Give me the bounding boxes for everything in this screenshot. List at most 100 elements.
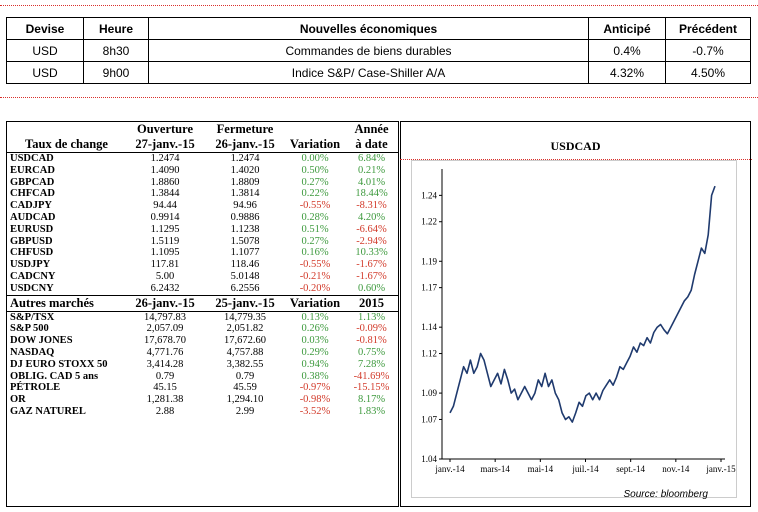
- instrument-name: USDJPY: [10, 259, 51, 271]
- change-value: 0.13%: [301, 311, 329, 323]
- price-value: 1.3844: [150, 188, 180, 200]
- news-cell: Indice S&P/ Case-Shiller A/A: [148, 61, 589, 84]
- price-value: 4,757.88: [226, 346, 264, 358]
- instrument-name: DOW JONES: [10, 335, 73, 347]
- change-value: 0.29%: [301, 346, 329, 358]
- change-value: -6.64%: [356, 223, 387, 235]
- usdcad-chart-panel: USDCAD 1.04 1.07 1.09 1.12 1.14 1.17 1.19 1.22 1…: [400, 121, 752, 507]
- instrument-name: S&P 500: [10, 323, 49, 335]
- price-value: 45.59: [233, 382, 257, 394]
- change-value: 0.00%: [301, 153, 329, 164]
- fx-row: CADJPY 94.44 94.96 -0.55% -8.31%: [7, 200, 398, 212]
- fx-row: EURCAD 1.4090 1.4020 0.50% 0.21%: [7, 165, 398, 177]
- price-value: 5.0148: [230, 270, 260, 282]
- change-value: 1.83%: [357, 405, 386, 417]
- y-tick-label: 1.09: [421, 388, 437, 398]
- instrument-name: GAZ NATUREL: [10, 405, 86, 417]
- price-value: 118.46: [230, 259, 260, 271]
- change-value: 4.01%: [357, 176, 386, 188]
- x-tick-label: nov.-14: [662, 464, 690, 474]
- y-tick-label: 1.24: [421, 190, 437, 200]
- change-value: -2.94%: [356, 235, 387, 247]
- price-value: 5.00: [155, 270, 175, 282]
- fx-row: AUDCAD 0.9914 0.9886 0.28% 4.20%: [7, 212, 398, 224]
- change-value: -8.31%: [356, 200, 387, 212]
- market-row: S&P/TSX 14,797.83 14,779.35 0.13% 1.13%: [7, 311, 398, 323]
- instrument-name: CADJPY: [10, 200, 52, 212]
- change-value: 0.28%: [301, 211, 329, 223]
- chart-source: Source: bloomberg: [623, 489, 709, 500]
- market-row: PÉTROLE 45.15 45.59 -0.97% -15.15%: [7, 382, 398, 394]
- change-value: -1.67%: [356, 259, 387, 271]
- fx-header-cell: 27-janv.-15: [125, 137, 205, 153]
- news-cell: 4.32%: [588, 61, 666, 84]
- x-tick-label: janv.-15: [705, 464, 736, 474]
- change-value: 0.27%: [301, 176, 329, 188]
- news-row: USD 9h00 Indice S&P/ Case-Shiller A/A 4.…: [6, 61, 751, 84]
- instrument-name: CHFCAD: [10, 188, 55, 200]
- price-value: 2.99: [235, 405, 255, 417]
- price-value: 17,672.60: [224, 335, 266, 347]
- market-row: S&P 500 2,057.09 2,051.82 0.26% -0.09%: [7, 323, 398, 335]
- news-cell: 8h30: [83, 39, 149, 62]
- fx-row: CHFCAD 1.3844 1.3814 0.22% 18.44%: [7, 188, 398, 200]
- price-value: 94.44: [153, 200, 177, 212]
- price-value: 17,678.70: [144, 335, 186, 347]
- fx-header-cell: Année: [354, 122, 389, 136]
- chart-separator: [400, 159, 752, 160]
- fx-row: CADCNY 5.00 5.0148 -0.21% -1.67%: [7, 271, 398, 283]
- instrument-name: USDCAD: [10, 153, 54, 164]
- change-value: 10.33%: [355, 247, 388, 259]
- price-value: 1.3814: [230, 188, 260, 200]
- change-value: -0.98%: [299, 394, 331, 406]
- price-value: 1.4020: [230, 164, 260, 176]
- change-value: 6.84%: [357, 153, 386, 164]
- fx-row: USDJPY 117.81 118.46 -0.55% -1.67%: [7, 259, 398, 271]
- x-tick-label: mai-14: [528, 464, 554, 474]
- change-value: 0.60%: [357, 282, 386, 294]
- price-value: 1,281.38: [146, 394, 184, 406]
- line-chart: 1.04 1.07 1.09 1.12 1.14 1.17 1.19 1.22 1.24 janv…: [421, 169, 736, 474]
- col-precedent: Précédent: [665, 17, 751, 40]
- price-value: 6.2432: [150, 282, 180, 294]
- change-value: -0.97%: [299, 382, 331, 394]
- price-value: 1.2474: [150, 153, 180, 164]
- col-heure: Heure: [83, 17, 149, 40]
- market-panel: Ouverture Fermeture Année Taux de change…: [6, 121, 399, 507]
- price-value: 1.8860: [150, 176, 180, 188]
- fx-header-cell: [285, 122, 345, 137]
- chart-title: USDCAD: [550, 139, 601, 153]
- change-value: 0.16%: [301, 247, 329, 259]
- market-row: NASDAQ 4,771.76 4,757.88 0.29% 0.75%: [7, 347, 398, 359]
- price-value: 0.79: [155, 370, 175, 382]
- change-value: 0.21%: [357, 164, 386, 176]
- instrument-name: CHFUSD: [10, 247, 54, 259]
- market-row: OBLIG. CAD 5 ans 0.79 0.79 0.38% -41.69%: [7, 371, 398, 383]
- price-value: 1.5078: [230, 235, 260, 247]
- col-anticipe: Anticipé: [588, 17, 666, 40]
- news-row: USD 8h30 Commandes de biens durables 0.4…: [6, 39, 751, 62]
- instrument-name: NASDAQ: [10, 346, 55, 358]
- fx-header-cell: 26-janv.-15: [205, 137, 285, 153]
- news-cell: -0.7%: [665, 39, 751, 62]
- price-value: 1.2474: [230, 153, 260, 164]
- change-value: -15.15%: [353, 382, 390, 394]
- fx-header-cell: [7, 122, 125, 137]
- fx-header-cell: Ouverture: [136, 122, 193, 136]
- change-value: 4.20%: [357, 211, 386, 223]
- x-tick-label: janv.-14: [434, 464, 465, 474]
- fx-row: GBPUSD 1.5119 1.5078 0.27% -2.94%: [7, 236, 398, 248]
- y-tick-label: 1.07: [421, 414, 437, 424]
- y-tick-label: 1.19: [421, 256, 437, 266]
- instrument-name: CADCNY: [10, 270, 56, 282]
- market-row: DJ EURO STOXX 50 3,414.28 3,382.55 0.94% 7.2…: [7, 359, 398, 371]
- news-cell: 9h00: [83, 61, 149, 84]
- markets-header-cell: 25-janv.-15: [205, 294, 285, 312]
- change-value: 0.51%: [301, 223, 329, 235]
- price-value: 0.79: [235, 370, 255, 382]
- instrument-name: S&P/TSX: [10, 311, 55, 323]
- market-row: OR 1,281.38 1,294.10 -0.98% 8.17%: [7, 394, 398, 406]
- y-tick-label: 1.04: [421, 454, 437, 464]
- instrument-name: PÉTROLE: [10, 382, 61, 394]
- price-value: 45.15: [153, 382, 177, 394]
